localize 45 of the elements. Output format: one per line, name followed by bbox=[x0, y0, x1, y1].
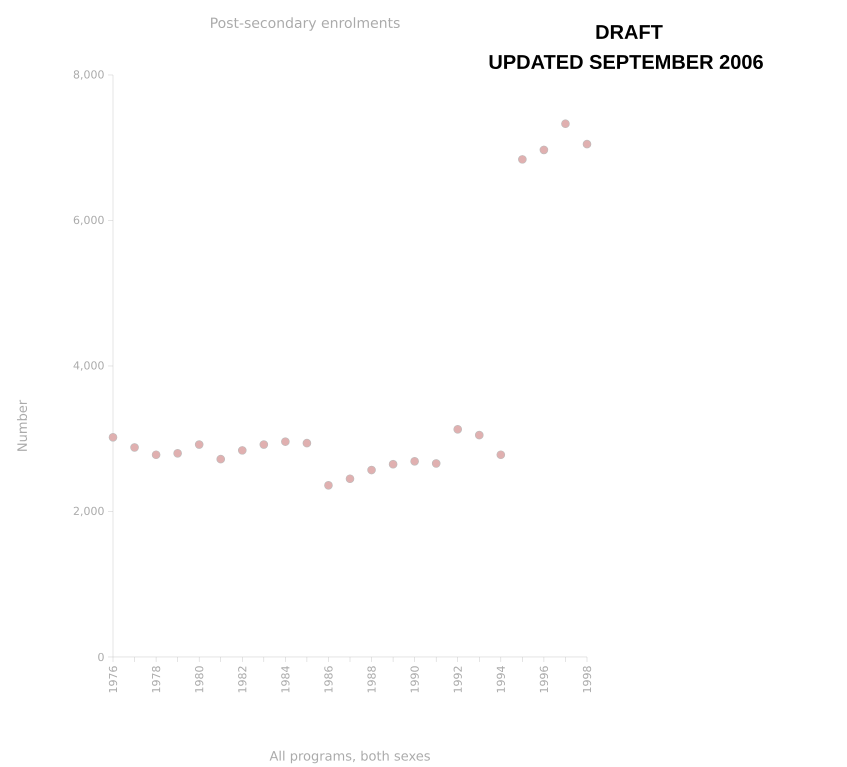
x-tick-label: 1988 bbox=[367, 666, 376, 692]
point bbox=[238, 446, 247, 455]
text: DRAFT bbox=[596, 25, 663, 39]
point bbox=[474, 430, 484, 440]
point bbox=[216, 454, 226, 464]
x-tick-label: 1984 bbox=[281, 666, 290, 692]
x-axis-title: All programs, both sexes bbox=[270, 750, 430, 764]
point bbox=[302, 438, 312, 448]
point bbox=[561, 119, 570, 128]
point bbox=[496, 450, 506, 460]
point bbox=[346, 474, 354, 484]
point bbox=[194, 440, 204, 449]
x-tick-label: 1976 bbox=[108, 666, 118, 692]
x-tick-label: 1994 bbox=[496, 666, 505, 692]
point bbox=[152, 450, 160, 460]
point bbox=[130, 443, 139, 452]
text: UPDATED SEPTEMBER 2006 bbox=[490, 54, 763, 70]
point bbox=[281, 437, 290, 446]
y-tick-label: 6,000 bbox=[74, 216, 104, 226]
point bbox=[582, 140, 592, 148]
point bbox=[410, 456, 419, 466]
x-tick-label: 1996 bbox=[540, 666, 548, 692]
point bbox=[518, 155, 527, 164]
y-tick-label: 2,000 bbox=[74, 506, 104, 516]
x-tick-label: 1992 bbox=[454, 666, 462, 692]
point bbox=[324, 480, 333, 490]
y-tick-label: 8,000 bbox=[74, 70, 104, 80]
x-tick-label: 1998 bbox=[582, 666, 592, 692]
point bbox=[367, 466, 376, 474]
point bbox=[432, 459, 440, 468]
point bbox=[173, 448, 182, 458]
point bbox=[540, 146, 548, 154]
x-tick-label: 1980 bbox=[195, 666, 204, 692]
y-tick-label: 4,000 bbox=[74, 361, 104, 371]
chart-title: Post-secondary enrolments bbox=[211, 17, 400, 31]
x-tick-label: 1990 bbox=[410, 666, 419, 692]
point bbox=[108, 432, 118, 442]
x-tick-label: 1986 bbox=[324, 666, 333, 692]
point bbox=[453, 424, 462, 434]
point bbox=[388, 460, 398, 468]
point bbox=[260, 440, 268, 449]
y-tick-label: 0 bbox=[98, 652, 104, 662]
x-tick-label: 1982 bbox=[238, 666, 246, 692]
x-tick-label: 1978 bbox=[152, 666, 160, 692]
y-axis-title: Number bbox=[16, 400, 28, 451]
